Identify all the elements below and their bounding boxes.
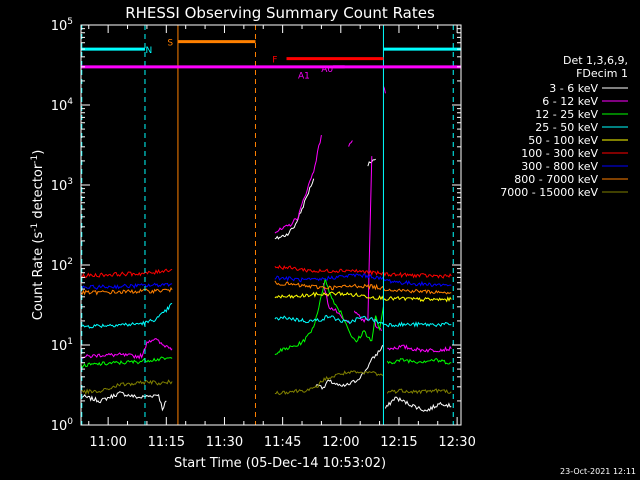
y-tick-label: 100 [51, 417, 74, 434]
legend-header-line: Det 1,3,6,9, [563, 54, 628, 67]
series-8 [80, 370, 452, 396]
legend-label-6: 300 - 800 keV [521, 160, 598, 173]
series-7-segment-1 [274, 280, 452, 295]
series-5 [80, 264, 452, 279]
legend-label-4: 50 - 100 keV [528, 134, 598, 147]
series-1-segment-0 [80, 338, 173, 360]
series-0-segment-2 [315, 344, 384, 390]
series-4-segment-0 [274, 291, 452, 303]
legend-label-8: 7000 - 15000 keV [500, 186, 598, 199]
flag-label-A0: A0 [321, 65, 333, 75]
chart-title: RHESSI Observing Summary Count Rates [125, 4, 435, 22]
series-0-segment-1 [274, 178, 315, 240]
series-8-segment-2 [386, 388, 452, 395]
y-tick-label: 104 [51, 97, 74, 114]
ylabel-end: ) [31, 150, 46, 155]
footer-timestamp: 23-Oct-2021 12:11 [560, 467, 636, 476]
flag-label-S: S [167, 39, 173, 49]
x-tick-label: 11:30 [206, 435, 243, 450]
x-tick-label: 12:30 [438, 435, 475, 450]
x-tick-label: 12:15 [380, 435, 417, 450]
y-tick-label: 101 [51, 337, 73, 354]
series-1-segment-1 [274, 135, 322, 234]
series-4 [274, 291, 452, 303]
series-0-segment-4 [384, 396, 452, 412]
series-3-segment-0 [80, 303, 173, 329]
ylabel-main: Count Rate (s [31, 232, 46, 321]
series-0-segment-0 [80, 391, 167, 412]
series-6-segment-0 [80, 282, 173, 290]
series-2-segment-0 [80, 356, 173, 369]
y-axis: 100 101 102 103 104 105 [51, 17, 461, 434]
series-2-segment-2 [386, 357, 452, 365]
legend-label-0: 3 - 6 keV [549, 82, 598, 95]
series-8-segment-0 [80, 379, 173, 396]
legend-label-2: 12 - 25 keV [535, 108, 598, 121]
legend-label-7: 800 - 7000 keV [514, 173, 598, 186]
series-3-segment-1 [274, 314, 452, 328]
series-1-segment-4 [353, 156, 373, 324]
y-tick-label: 103 [51, 177, 73, 194]
plot-area: N S F A1 A0 [80, 25, 461, 425]
x-tick-label: 11:15 [148, 435, 185, 450]
flag-label-F: F [272, 56, 277, 66]
series-6 [80, 273, 452, 290]
flag-label-N: N [145, 46, 152, 56]
series-6-segment-1 [274, 273, 452, 287]
x-axis: 11:00 11:15 11:30 11:45 12:00 12:15 12:30 [88, 25, 476, 450]
series-1-segment-3 [348, 140, 353, 147]
series-7 [80, 280, 452, 296]
y-tick-label: 105 [51, 17, 73, 34]
x-tick-label: 11:00 [89, 435, 126, 450]
series-3 [80, 303, 452, 329]
series-1-segment-7 [387, 344, 452, 353]
ylabel-exp1: -1 [30, 223, 40, 232]
legend-label-3: 25 - 50 keV [535, 121, 598, 134]
series-5-segment-1 [274, 264, 452, 279]
plot-border [80, 24, 462, 426]
series-2-segment-1 [274, 278, 384, 356]
x-tick-label: 12:00 [322, 435, 359, 450]
y-axis-label: Count Rate (s-1 detector-1) [30, 150, 46, 321]
series-5-segment-0 [80, 268, 173, 279]
series-7-segment-0 [80, 286, 173, 296]
ylabel-mid: detector [31, 163, 46, 223]
x-axis-label: Start Time (05-Dec-14 10:53:02) [174, 456, 386, 471]
series-2 [80, 278, 452, 369]
y-tick-label: 102 [51, 257, 73, 274]
plot-frame [80, 24, 462, 426]
legend-header-line: FDecim 1 [576, 67, 628, 80]
flag-label-A1: A1 [298, 72, 310, 82]
legend-label-1: 6 - 12 keV [542, 95, 598, 108]
series-8-segment-1 [274, 370, 384, 396]
ylabel-exp2: -1 [30, 155, 40, 164]
series-0 [80, 158, 452, 412]
x-tick-label: 11:45 [264, 435, 301, 450]
legend-label-5: 100 - 300 keV [521, 147, 598, 160]
